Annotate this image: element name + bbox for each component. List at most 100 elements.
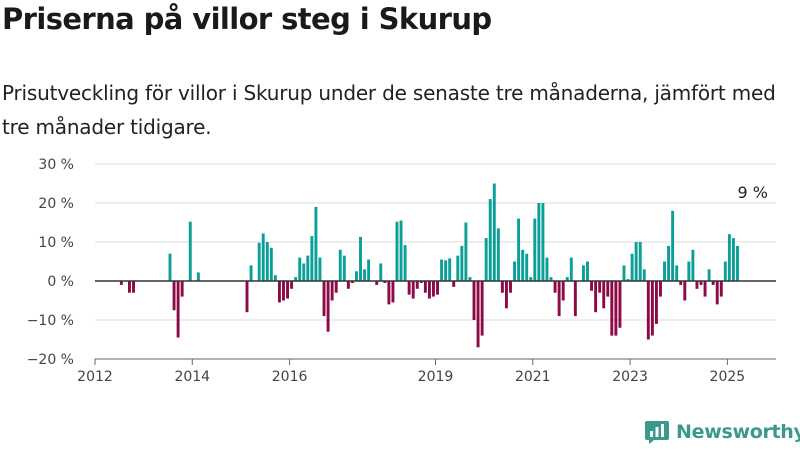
- bar: [290, 281, 294, 289]
- bar: [598, 281, 602, 293]
- brand: Newsworthy: [644, 419, 800, 445]
- bar: [638, 242, 642, 281]
- bar: [590, 281, 594, 291]
- bar: [488, 199, 492, 281]
- bar: [549, 277, 553, 281]
- bar: [504, 281, 508, 309]
- bar: [736, 245, 739, 281]
- bar: [444, 260, 448, 281]
- bar: [646, 281, 650, 340]
- bar: [553, 281, 557, 293]
- brand-name: Newsworthy: [676, 421, 800, 443]
- bar: [484, 238, 488, 281]
- bar: [383, 281, 387, 283]
- bar: [338, 249, 342, 281]
- bar: [318, 257, 322, 281]
- bar: [537, 203, 541, 281]
- bar: [180, 281, 184, 297]
- bar: [610, 281, 614, 336]
- chart-title: Priserna på villor steg i Skurup: [2, 2, 492, 36]
- bar: [614, 281, 618, 336]
- bar: [440, 259, 444, 281]
- bar: [569, 257, 573, 281]
- bar: [719, 281, 723, 297]
- newsworthy-logo-icon: [645, 421, 669, 444]
- bar: [359, 236, 362, 281]
- x-tick-label: 2016: [272, 369, 308, 385]
- axes: −20 % −10 % 0 % 10 % 20 % 30 % 2012 2014 2016 201…: [27, 157, 776, 385]
- bar: [521, 249, 525, 281]
- bar: [545, 257, 549, 281]
- bar: [176, 281, 180, 338]
- bar: [517, 218, 521, 281]
- bar: [513, 261, 517, 281]
- bar: [642, 269, 646, 281]
- bar: [432, 281, 435, 297]
- chart-subtitle: Prisutveckling för villor i Skurup under…: [2, 81, 776, 139]
- bar: [711, 281, 715, 285]
- bar: [298, 257, 302, 281]
- bar: [650, 281, 654, 336]
- bar: [132, 281, 135, 293]
- bar: [269, 247, 273, 281]
- bar: [565, 277, 569, 281]
- bar: [265, 242, 269, 281]
- bar: [391, 281, 395, 303]
- bar: [464, 222, 468, 281]
- bar: [367, 259, 371, 281]
- bar: [663, 261, 666, 281]
- bar: [667, 245, 671, 281]
- bar: [695, 281, 699, 289]
- bar: [659, 281, 662, 297]
- bar: [168, 253, 172, 281]
- bar: [387, 281, 391, 305]
- bar: [476, 281, 480, 348]
- bar: [346, 281, 350, 289]
- bar: [119, 281, 123, 285]
- bar: [423, 281, 427, 293]
- bar: [399, 220, 403, 281]
- bar: [273, 275, 277, 281]
- bar: [342, 255, 346, 281]
- bar: [691, 249, 695, 281]
- y-tick-label: 0 %: [47, 274, 74, 290]
- bar: [715, 281, 719, 305]
- bar: [480, 281, 484, 336]
- bar: [703, 281, 707, 297]
- bar: [334, 281, 338, 293]
- bar: [277, 281, 281, 303]
- x-tick-label: 2014: [174, 369, 210, 385]
- bar: [525, 253, 529, 281]
- bar: [602, 281, 606, 309]
- bar: [586, 261, 589, 281]
- y-tick-label: 30 %: [38, 157, 74, 173]
- bar: [529, 277, 533, 281]
- bar: [128, 281, 131, 293]
- bar: [452, 281, 456, 287]
- bars: [119, 183, 739, 348]
- bar: [350, 281, 354, 283]
- y-tick-label: −20 %: [27, 352, 74, 368]
- bar: [188, 221, 192, 281]
- bar: [675, 265, 679, 281]
- bar: [496, 228, 500, 281]
- bar: [723, 261, 727, 281]
- bar: [492, 183, 496, 281]
- bar: [731, 238, 735, 281]
- bar: [415, 281, 419, 289]
- x-tick-label: 2025: [710, 369, 746, 385]
- bar: [606, 281, 610, 297]
- bar: [172, 281, 176, 311]
- bar: [403, 245, 407, 281]
- bar: [294, 277, 298, 281]
- bar: [671, 210, 675, 281]
- bar: [707, 269, 711, 281]
- bar: [330, 281, 334, 301]
- annotation: 9 %: [737, 183, 767, 202]
- bar: [594, 281, 598, 313]
- x-tick-label: 2019: [418, 369, 454, 385]
- bar: [557, 281, 561, 317]
- bar: [561, 281, 565, 301]
- bar: [468, 277, 472, 281]
- bar: [326, 281, 330, 332]
